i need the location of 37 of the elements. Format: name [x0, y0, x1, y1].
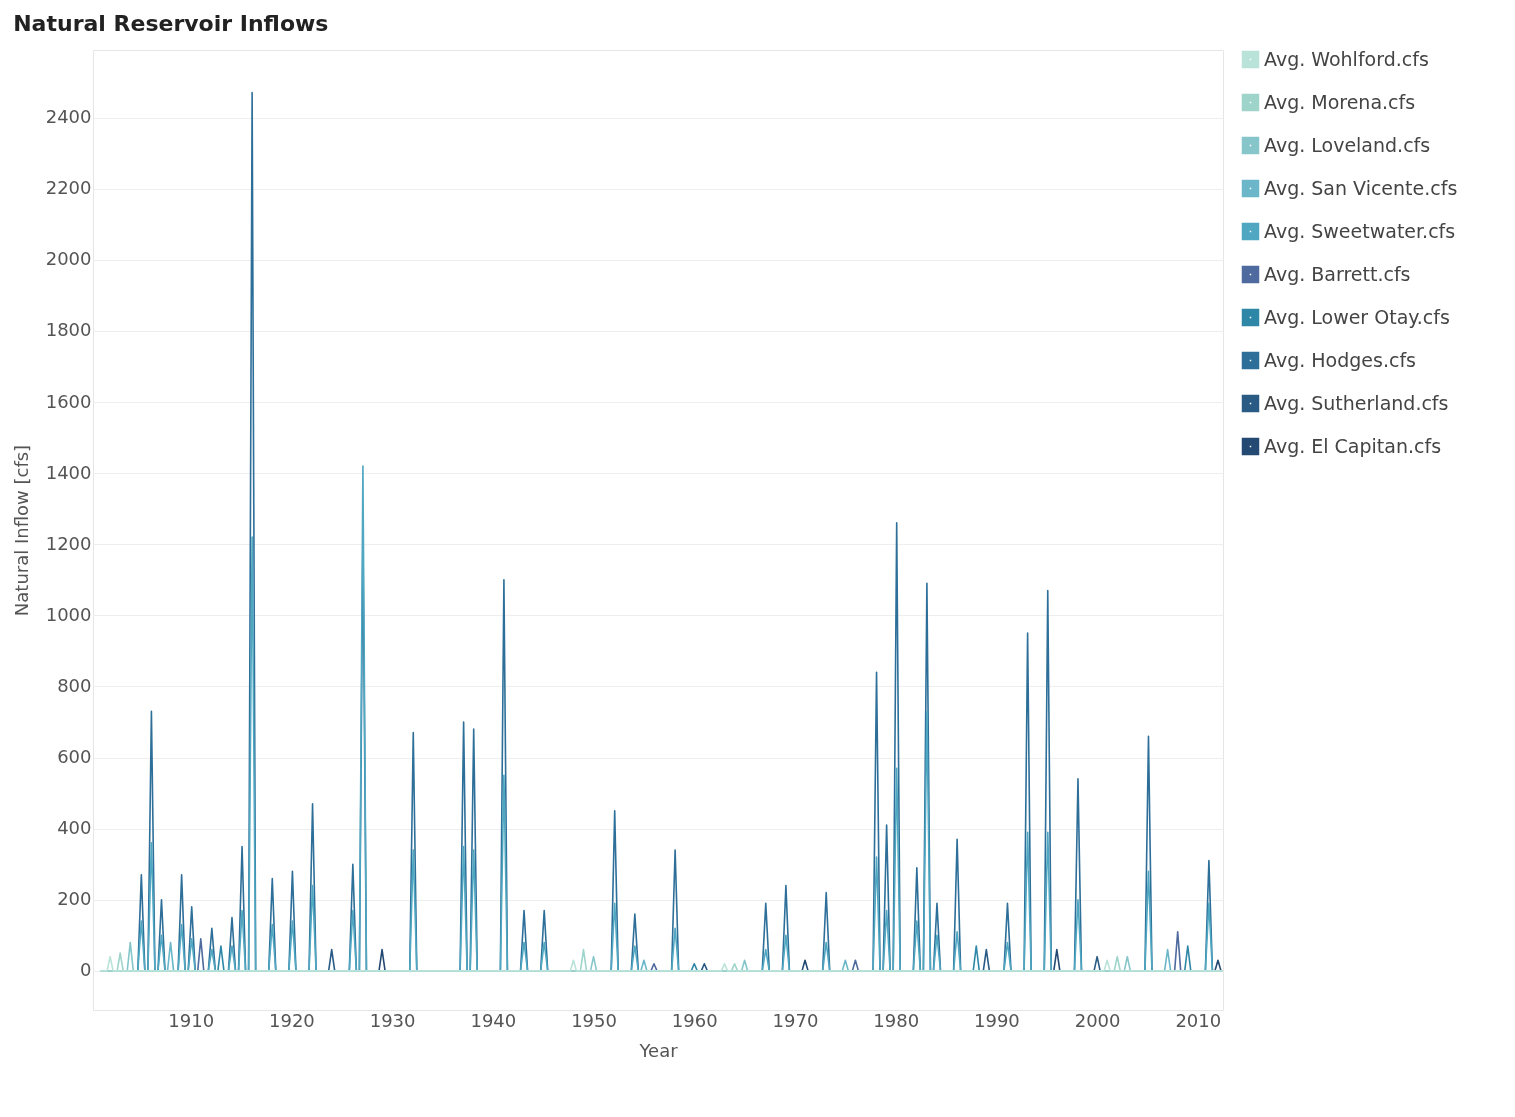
x-tick-label: 1980	[873, 1009, 920, 1031]
x-tick-label: 1960	[671, 1009, 718, 1031]
y-tick-label: 1600	[45, 390, 92, 412]
x-axis-title: Year	[638, 1039, 679, 1061]
legend-label: Avg. Sutherland.cfs	[1264, 391, 1449, 414]
x-tick-label: 1950	[571, 1009, 617, 1031]
x-tick-label: 1940	[470, 1009, 517, 1031]
y-tick-label: 2000	[45, 248, 92, 270]
chart-title: Natural Reservoir Inflows	[13, 11, 329, 36]
x-tick-label: 2000	[1074, 1009, 1121, 1031]
y-axis-title: Natural Inflow [cfs]	[10, 444, 32, 617]
y-tick-label: 600	[57, 746, 92, 768]
y-tick-label: 1000	[45, 603, 92, 625]
legend-label: Avg. Sweetwater.cfs	[1264, 219, 1456, 242]
legend-label: Avg. Barrett.cfs	[1264, 262, 1411, 285]
y-tick-label: 1200	[45, 532, 92, 554]
legend-label: Avg. Loveland.cfs	[1264, 133, 1431, 156]
x-tick-label: 1920	[269, 1009, 315, 1031]
x-tick-label: 1990	[973, 1009, 1020, 1031]
x-tick-label: 1910	[168, 1009, 215, 1031]
x-tick-label: 1930	[369, 1009, 416, 1031]
legend-label: Avg. El Capitan.cfs	[1264, 434, 1442, 457]
legend-label: Avg. Lower Otay.cfs	[1264, 305, 1450, 328]
y-tick-label: 1800	[45, 319, 92, 341]
y-tick-label: 2400	[45, 106, 92, 128]
y-tick-label: 1400	[45, 461, 92, 483]
legend-label: Avg. Wohlford.cfs	[1264, 47, 1429, 70]
y-tick-label: 800	[57, 674, 92, 696]
legend-label: Avg. Morena.cfs	[1264, 90, 1416, 113]
y-tick-label: 0	[80, 959, 92, 981]
x-tick-label: 2010	[1175, 1009, 1222, 1031]
legend-label: Avg. San Vicente.cfs	[1264, 176, 1458, 199]
legend-label: Avg. Hodges.cfs	[1264, 348, 1416, 371]
y-tick-label: 400	[57, 817, 92, 839]
y-tick-label: 2200	[45, 177, 92, 199]
y-tick-label: 200	[57, 888, 92, 910]
x-tick-label: 1970	[772, 1009, 819, 1031]
